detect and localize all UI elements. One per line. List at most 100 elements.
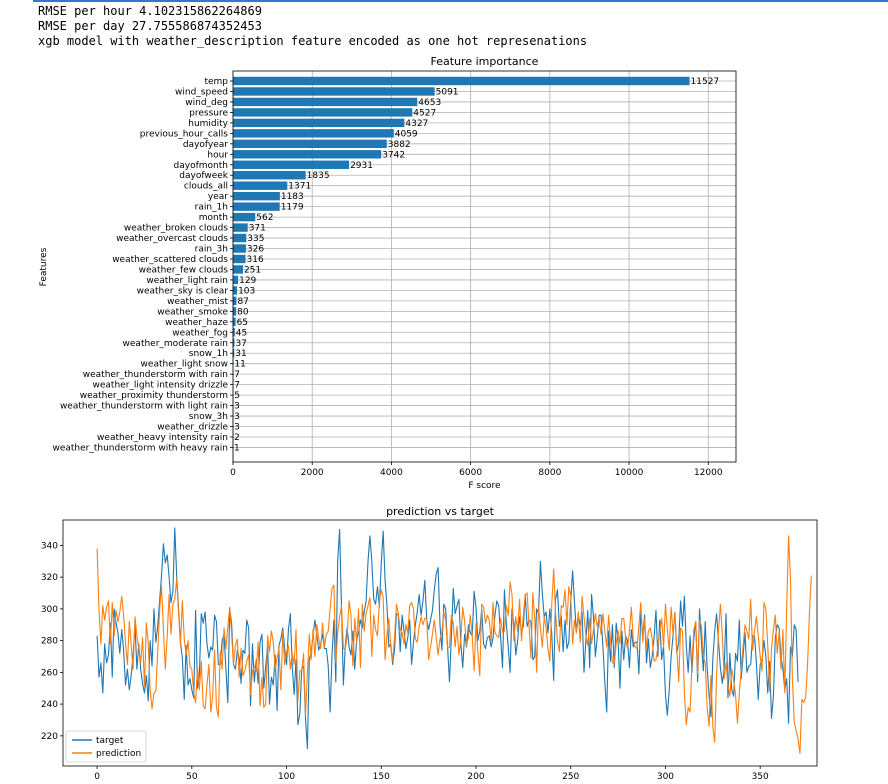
data-label-weather-scattered-clouds: 316: [247, 255, 264, 265]
data-label-snow-1h: 31: [235, 349, 246, 359]
y-tick-label-snow-3h: snow_3h: [189, 412, 228, 422]
data-label-weather-thunderstorm-with-heavy-rain: 1: [234, 443, 240, 453]
cell-top-border: [33, 0, 888, 2]
data-label-clouds-all: 1371: [288, 182, 311, 192]
feature-importance-plot-frame: [232, 70, 737, 463]
y-tick-label-dayofyear: dayofyear: [183, 140, 228, 150]
bar-weather-light-rain: [233, 275, 239, 285]
feature-importance-x-axis-label: F score: [468, 481, 501, 491]
data-label-month: 562: [256, 213, 273, 223]
bar-weather-sky-is-clear: [233, 286, 238, 295]
y-tick-label-weather-broken-clouds: weather_broken clouds: [124, 224, 228, 234]
bar-weather-light-intensity-drizzle: [233, 380, 234, 389]
y-tick-label-340: 340: [41, 541, 58, 551]
y-tick-label-dayofmonth: dayofmonth: [174, 161, 228, 171]
data-label-weather-smoke: 80: [237, 307, 249, 317]
y-tick-label-weather-fog: weather_fog: [172, 328, 228, 338]
y-tick-label-previous-hour-calls: previous_hour_calls: [140, 129, 229, 139]
bar-weather-moderate-rain: [233, 338, 235, 347]
bar-month: [233, 212, 256, 222]
data-label-temp: 11527: [691, 77, 720, 87]
bar-pressure: [233, 108, 413, 117]
prediction-vs-target-title: prediction vs target: [386, 505, 495, 518]
y-tick-label-weather-smoke: weather_smoke: [157, 307, 228, 317]
data-label-humidity: 4327: [405, 119, 428, 129]
bar-wind-speed: [233, 87, 435, 96]
data-label-weather-heavy-intensity-rain: 2: [234, 433, 240, 443]
data-label-wind-speed: 5091: [436, 87, 459, 97]
data-label-dayofweek: 1835: [307, 171, 330, 181]
data-label-weather-proximity-thunderstorm: 5: [234, 391, 240, 401]
feature-importance-title: Feature importance: [431, 55, 539, 68]
legend-label-target: target: [96, 736, 124, 746]
legend-label-prediction: prediction: [96, 749, 141, 759]
y-tick-label-weather-few-clouds: weather_few clouds: [139, 265, 229, 275]
cell-output-text: RMSE per hour 4.102315862264869 RMSE per …: [38, 4, 587, 49]
y-tick-label-weather-light-rain: weather_light rain: [146, 276, 228, 286]
y-tick-label-weather-thunderstorm-with-rain: weather_thunderstorm with rain: [83, 370, 228, 380]
y-tick-label-weather-heavy-intensity-rain: weather_heavy intensity rain: [97, 433, 228, 443]
data-label-weather-thunderstorm-with-light-rain: 3: [234, 402, 240, 412]
bar-weather-proximity-thunderstorm: [233, 390, 234, 400]
y-tick-label-weather-thunderstorm-with-light-rain: weather_thunderstorm with light rain: [60, 402, 228, 412]
bar-humidity: [233, 118, 405, 128]
y-tick-label-weather-sky-is-clear: weather_sky is clear: [137, 286, 229, 296]
x-tick-label-12000: 12000: [694, 468, 723, 478]
data-label-weather-haze: 65: [237, 318, 248, 328]
y-tick-label-rain-1h: rain_1h: [195, 203, 228, 213]
data-label-weather-light-rain: 129: [239, 276, 256, 286]
y-tick-label-weather-light-intensity-drizzle: weather_light intensity drizzle: [93, 381, 229, 391]
x-tick-label-250: 250: [562, 772, 579, 782]
bar-snow-3h: [233, 411, 234, 421]
bar-weather-smoke: [233, 307, 237, 316]
y-tick-label-dayofweek: dayofweek: [179, 171, 229, 181]
data-label-weather-drizzle: 3: [234, 423, 240, 433]
bar-weather-broken-clouds: [233, 223, 248, 232]
y-tick-label-rain-3h: rain_3h: [195, 245, 228, 255]
bar-wind-deg: [233, 97, 418, 107]
bar-weather-thunderstorm-with-rain: [233, 369, 234, 379]
y-tick-label-hour: hour: [207, 150, 228, 160]
x-tick-label-4000: 4000: [380, 468, 403, 478]
x-tick-label-2000: 2000: [301, 468, 324, 478]
x-tick-label-200: 200: [467, 772, 484, 782]
y-tick-label-clouds-all: clouds_all: [184, 182, 228, 192]
prediction-vs-target-legend: target prediction: [65, 730, 147, 763]
output-line-rmse-day: RMSE per day 27.755586874352453: [38, 19, 262, 33]
data-label-weather-thunderstorm-with-rain: 7: [234, 370, 240, 380]
bar-dayofmonth: [233, 160, 350, 169]
data-label-rain-1h: 1179: [281, 203, 304, 213]
y-tick-label-temp: temp: [204, 77, 228, 87]
x-tick-label-0: 0: [94, 772, 100, 782]
legend-box: [65, 730, 147, 763]
y-tick-label-280: 280: [41, 637, 58, 647]
y-tick-label-year: year: [208, 192, 228, 202]
x-tick-label-300: 300: [657, 772, 674, 782]
x-tick-label-6000: 6000: [459, 468, 482, 478]
data-label-weather-light-intensity-drizzle: 7: [234, 381, 240, 391]
x-tick-label-100: 100: [278, 772, 295, 782]
bar-weather-overcast-clouds: [233, 233, 247, 243]
y-tick-label-pressure: pressure: [189, 108, 228, 118]
output-line-rmse-hour: RMSE per hour 4.102315862264869: [38, 4, 262, 18]
y-tick-label-weather-proximity-thunderstorm: weather_proximity thunderstorm: [80, 391, 228, 401]
data-label-rain-3h: 326: [247, 245, 264, 255]
bar-weather-haze: [233, 317, 236, 327]
y-tick-label-humidity: humidity: [188, 119, 228, 129]
y-tick-label-320: 320: [41, 573, 58, 583]
y-tick-label-snow-1h: snow_1h: [189, 349, 228, 359]
bar-weather-few-clouds: [233, 265, 243, 274]
prediction-vs-target-plot-frame: [62, 519, 818, 767]
data-label-weather-sky-is-clear: 103: [238, 286, 255, 296]
data-label-previous-hour-calls: 4059: [395, 129, 418, 139]
y-tick-label-weather-drizzle: weather_drizzle: [157, 423, 228, 433]
data-label-year: 1183: [281, 192, 304, 202]
data-label-dayofyear: 3882: [388, 140, 411, 150]
y-tick-label-weather-thunderstorm-with-heavy-rain: weather_thunderstorm with heavy rain: [52, 443, 228, 453]
series-line-target: [96, 527, 799, 750]
y-tick-label-weather-overcast-clouds: weather_overcast clouds: [116, 234, 228, 244]
series-line-prediction: [96, 535, 812, 754]
bar-snow-1h: [233, 349, 235, 358]
y-tick-label-month: month: [199, 213, 228, 223]
